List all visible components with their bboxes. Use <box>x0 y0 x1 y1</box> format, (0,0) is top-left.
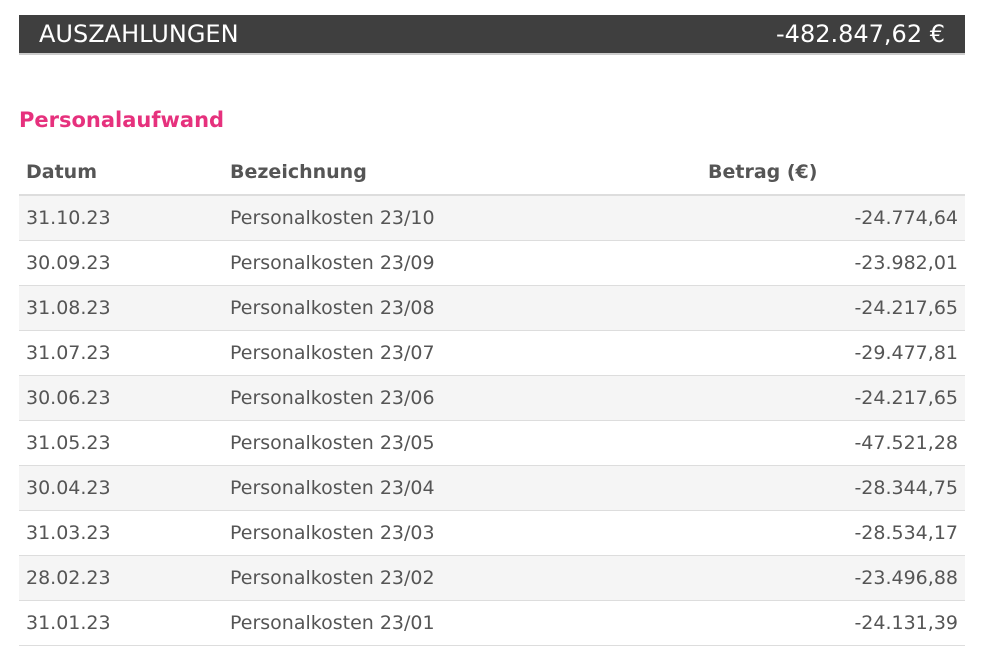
table-row: 31.05.23 Personalkosten 23/05 -47.521,28 <box>19 420 965 466</box>
table-row: 31.01.23 Personalkosten 23/01 -24.131,39 <box>19 600 965 646</box>
column-header-date: Datum <box>19 150 223 196</box>
summary-title: AUSZAHLUNGEN <box>39 20 239 48</box>
cell-description: Personalkosten 23/09 <box>223 240 701 286</box>
cell-amount: -28.534,17 <box>701 510 965 556</box>
table-row: 30.06.23 Personalkosten 23/06 -24.217,65 <box>19 375 965 421</box>
cell-amount: -23.496,88 <box>701 555 965 601</box>
cell-amount: -24.131,39 <box>701 600 965 646</box>
cell-description: Personalkosten 23/07 <box>223 330 701 376</box>
table-row: 31.08.23 Personalkosten 23/08 -24.217,65 <box>19 285 965 331</box>
cell-amount: -28.344,75 <box>701 465 965 511</box>
cell-date: 31.05.23 <box>19 420 223 466</box>
cell-date: 31.03.23 <box>19 510 223 556</box>
cell-date: 31.01.23 <box>19 600 223 646</box>
cell-date: 30.09.23 <box>19 240 223 286</box>
cell-amount: -24.217,65 <box>701 285 965 331</box>
cell-date: 30.06.23 <box>19 375 223 421</box>
table-row: 28.02.23 Personalkosten 23/02 -23.496,88 <box>19 555 965 601</box>
cell-description: Personalkosten 23/02 <box>223 555 701 601</box>
table-row: 30.04.23 Personalkosten 23/04 -28.344,75 <box>19 465 965 511</box>
section-title: Personalaufwand <box>19 108 225 132</box>
table-header-row: Datum Bezeichnung Betrag (€) <box>19 150 965 196</box>
column-header-description: Bezeichnung <box>223 150 701 196</box>
cell-date: 31.07.23 <box>19 330 223 376</box>
cell-date: 31.10.23 <box>19 195 223 241</box>
cell-date: 30.04.23 <box>19 465 223 511</box>
table-row: 31.07.23 Personalkosten 23/07 -29.477,81 <box>19 330 965 376</box>
column-header-amount: Betrag (€) <box>701 150 965 196</box>
transactions-table: Datum Bezeichnung Betrag (€) 31.10.23 Per… <box>19 150 965 646</box>
cell-description: Personalkosten 23/06 <box>223 375 701 421</box>
cell-description: Personalkosten 23/04 <box>223 465 701 511</box>
table-row: 31.03.23 Personalkosten 23/03 -28.534,17 <box>19 510 965 556</box>
cell-amount: -24.217,65 <box>701 375 965 421</box>
cell-description: Personalkosten 23/01 <box>223 600 701 646</box>
cell-amount: -47.521,28 <box>701 420 965 466</box>
cell-date: 28.02.23 <box>19 555 223 601</box>
table-row: 31.10.23 Personalkosten 23/10 -24.774,64 <box>19 195 965 241</box>
cell-date: 31.08.23 <box>19 285 223 331</box>
summary-total: -482.847,62 € <box>776 20 945 48</box>
table-row: 30.09.23 Personalkosten 23/09 -23.982,01 <box>19 240 965 286</box>
summary-bar: AUSZAHLUNGEN -482.847,62 € <box>19 15 965 55</box>
cell-amount: -24.774,64 <box>701 195 965 241</box>
cell-description: Personalkosten 23/03 <box>223 510 701 556</box>
cell-amount: -23.982,01 <box>701 240 965 286</box>
cell-description: Personalkosten 23/10 <box>223 195 701 241</box>
cell-amount: -29.477,81 <box>701 330 965 376</box>
cell-description: Personalkosten 23/05 <box>223 420 701 466</box>
cell-description: Personalkosten 23/08 <box>223 285 701 331</box>
